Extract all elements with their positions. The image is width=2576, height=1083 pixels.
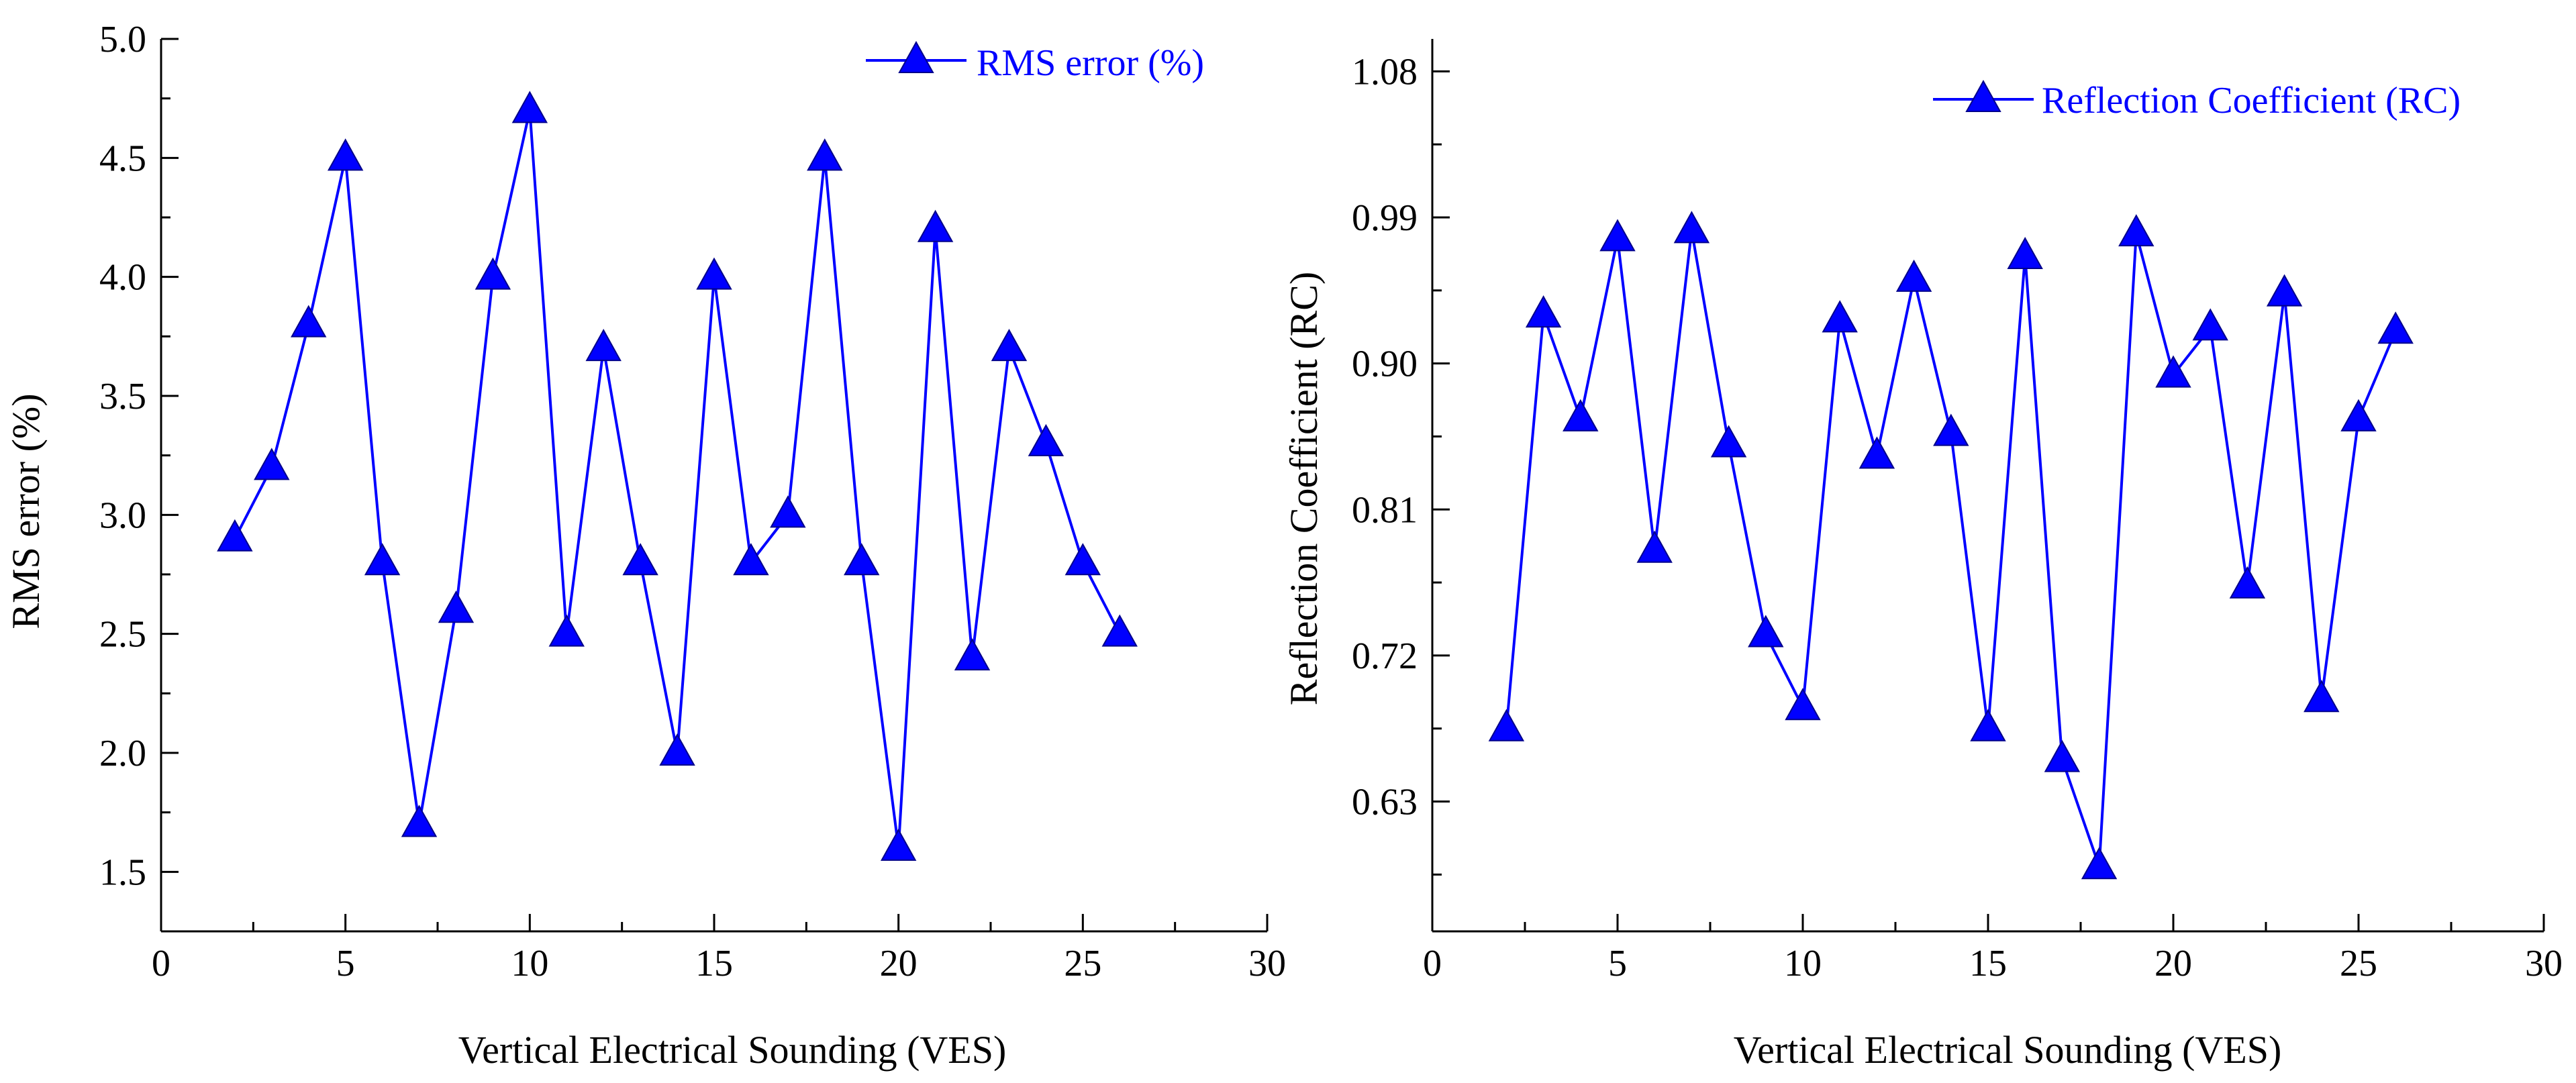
rms-data-point bbox=[585, 329, 622, 362]
rc-data-point bbox=[2118, 214, 2154, 247]
rc-data-point bbox=[2303, 680, 2340, 713]
rms-data-point bbox=[733, 543, 769, 576]
rms-x-tick-label: 5 bbox=[336, 943, 355, 984]
rms-data-point bbox=[1064, 543, 1101, 576]
reflection-coefficient-chart: Reflection Coefficient (RC) Vertical Ele… bbox=[1282, 39, 2563, 1072]
rms-x-tick-label: 10 bbox=[511, 943, 548, 984]
rc-data-point bbox=[2081, 847, 2118, 880]
rc-y-tick-label: 0.90 bbox=[1352, 344, 1418, 385]
rms-data-point bbox=[770, 495, 806, 528]
rc-data-point bbox=[1673, 211, 1710, 244]
rc-x-tick-label: 10 bbox=[1784, 943, 1822, 984]
rms-data-point bbox=[511, 91, 548, 123]
rms-data-point bbox=[291, 305, 327, 338]
rc-x-axis-title: Vertical Electrical Sounding (VES) bbox=[1734, 1028, 2282, 1072]
rc-legend-label: Reflection Coefficient (RC) bbox=[2042, 80, 2461, 121]
rms-y-tick-label: 2.0 bbox=[99, 733, 146, 774]
rc-y-tick-label: 0.63 bbox=[1352, 782, 1418, 823]
rms-y-tick-label: 3.0 bbox=[99, 495, 146, 536]
rms-y-tick-label: 5.0 bbox=[99, 19, 146, 60]
rms-error-legend-label: RMS error (%) bbox=[977, 42, 1204, 84]
rc-data-point bbox=[1822, 300, 1858, 333]
rms-data-point bbox=[991, 329, 1028, 362]
rc-data-point bbox=[2044, 739, 2081, 772]
rms-data-point bbox=[844, 543, 880, 576]
rms-data-point bbox=[438, 590, 475, 623]
rc-y-tick-label: 0.99 bbox=[1352, 197, 1418, 239]
rms-data-point bbox=[880, 828, 917, 861]
rc-data-point bbox=[1970, 709, 2006, 741]
rms-data-point bbox=[364, 543, 401, 576]
rms-error-x-axis-title: Vertical Electrical Sounding (VES) bbox=[458, 1028, 1007, 1072]
rms-legend-marker bbox=[898, 40, 934, 73]
rc-data-point bbox=[2377, 311, 2414, 344]
rc-x-tick-label: 0 bbox=[1423, 943, 1442, 984]
rc-data-point bbox=[1785, 688, 1821, 721]
rc-data-point bbox=[1933, 413, 1969, 446]
rc-data-point bbox=[2155, 355, 2191, 388]
rc-data-point bbox=[1710, 425, 1747, 458]
rms-y-tick-label: 4.0 bbox=[99, 257, 146, 299]
rc-legend-marker bbox=[1965, 79, 2001, 112]
rc-data-point bbox=[1859, 436, 1895, 469]
rc-data-point bbox=[2340, 399, 2377, 431]
rc-y-tick-label: 0.81 bbox=[1352, 489, 1418, 531]
rms-data-point bbox=[954, 638, 991, 671]
rms-error-y-axis-title: RMS error (%) bbox=[4, 393, 48, 629]
rms-x-tick-label: 30 bbox=[1248, 943, 1286, 984]
rc-data-point bbox=[2266, 274, 2303, 307]
rms-y-tick-label: 4.5 bbox=[99, 138, 146, 179]
rc-data-point bbox=[1636, 530, 1673, 563]
rms-data-point bbox=[1028, 423, 1064, 456]
rc-data-point bbox=[1525, 295, 1562, 328]
rms-x-tick-label: 25 bbox=[1064, 943, 1101, 984]
rms-data-point bbox=[1101, 614, 1138, 647]
rms-y-tick-label: 2.5 bbox=[99, 614, 146, 656]
rc-data-point bbox=[2192, 308, 2228, 341]
rms-data-point bbox=[254, 448, 290, 480]
rc-data-point bbox=[1488, 709, 1525, 741]
rms-y-tick-label: 1.5 bbox=[99, 852, 146, 893]
rms-x-tick-label: 0 bbox=[152, 943, 170, 984]
rc-data-point bbox=[1895, 259, 1932, 292]
rc-data-point bbox=[1599, 219, 1636, 252]
rms-data-point bbox=[548, 614, 585, 647]
rms-y-tick-label: 3.5 bbox=[99, 376, 146, 417]
rms-data-point bbox=[659, 733, 695, 766]
rc-y-axis-title: Reflection Coefficient (RC) bbox=[1282, 272, 1326, 705]
rc-data-point bbox=[2007, 236, 2043, 270]
rc-data-point bbox=[1748, 615, 1784, 648]
rms-data-point bbox=[475, 257, 511, 290]
rc-x-tick-label: 20 bbox=[2154, 943, 2192, 984]
rms-data-point bbox=[622, 543, 658, 576]
rc-x-tick-label: 15 bbox=[1969, 943, 2007, 984]
rc-data-point bbox=[1563, 399, 1599, 431]
rms-x-tick-label: 20 bbox=[880, 943, 918, 984]
rms-data-point bbox=[401, 805, 438, 837]
rc-y-tick-label: 1.08 bbox=[1352, 51, 1418, 93]
rms-data-point bbox=[327, 138, 364, 171]
rms-error-chart: RMS error (%) Vertical Electrical Soundi… bbox=[4, 19, 1286, 1072]
rms-data-point bbox=[917, 209, 954, 242]
rms-data-point bbox=[696, 257, 732, 290]
rc-x-tick-label: 25 bbox=[2340, 943, 2377, 984]
rms-data-point bbox=[807, 138, 843, 171]
rc-y-tick-label: 0.72 bbox=[1352, 635, 1418, 677]
rc-x-tick-label: 5 bbox=[1608, 943, 1627, 984]
rc-x-tick-label: 30 bbox=[2525, 943, 2563, 984]
rc-data-point bbox=[2229, 566, 2266, 599]
rms-data-point bbox=[217, 519, 253, 552]
rms-x-tick-label: 15 bbox=[695, 943, 733, 984]
